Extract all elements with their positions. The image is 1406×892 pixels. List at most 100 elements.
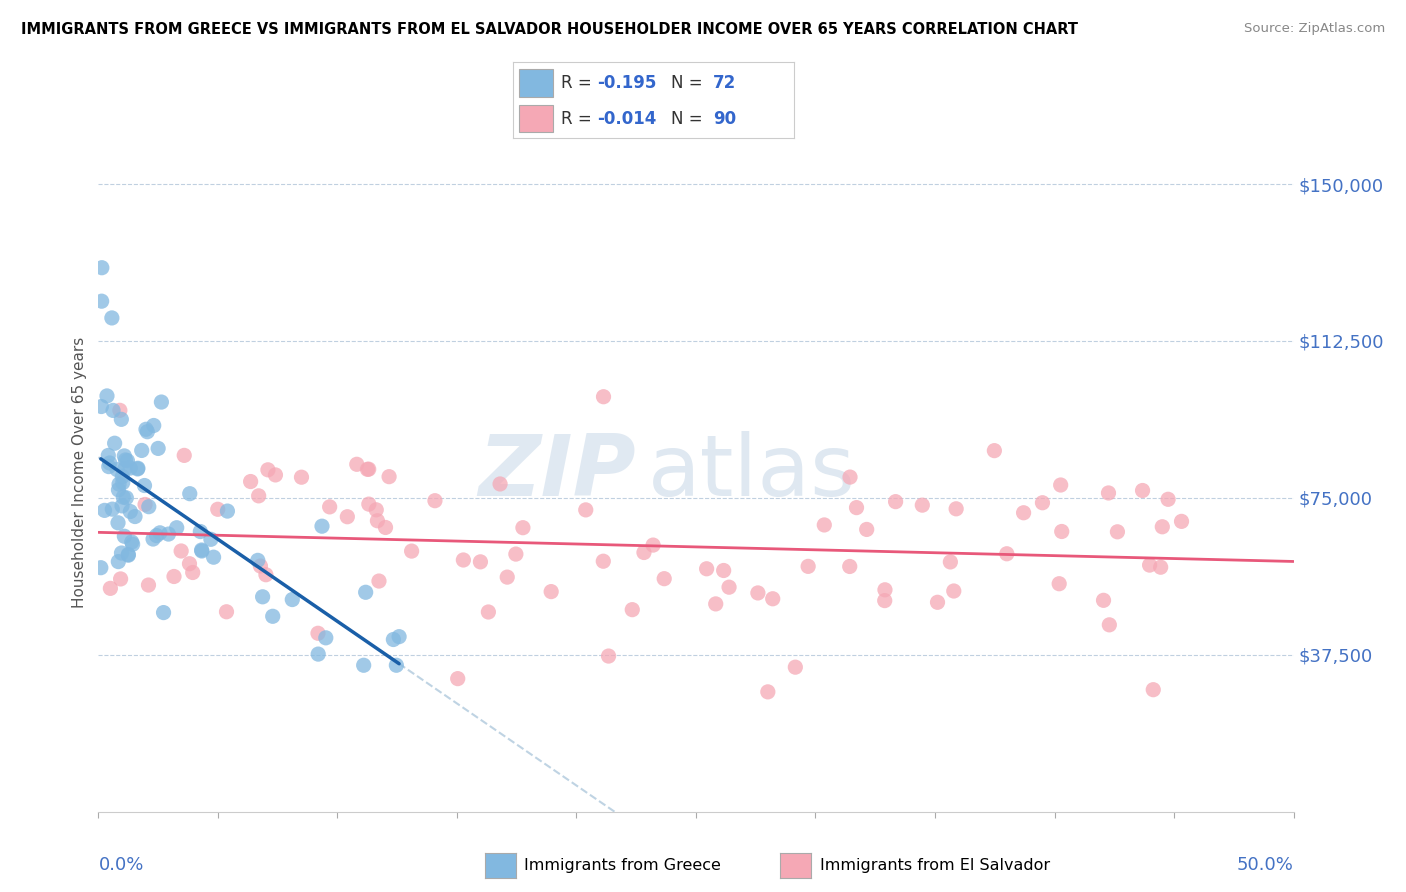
Point: [1049, 478, 1071, 492]
Point: [112, 490, 135, 504]
Point: [813, 518, 835, 533]
Point: [855, 523, 877, 537]
Point: [202, 550, 225, 565]
Text: ZIP: ZIP: [478, 431, 637, 515]
Point: [111, 469, 134, 483]
Point: [785, 660, 807, 674]
Point: [945, 501, 967, 516]
Point: [489, 477, 512, 491]
Point: [134, 478, 156, 492]
Point: [643, 538, 665, 552]
Point: [995, 547, 1018, 561]
Point: [97, 449, 120, 463]
Y-axis label: Householder Income Over 65 years: Householder Income Over 65 years: [72, 337, 87, 608]
Point: [215, 605, 238, 619]
Point: [97, 459, 120, 474]
Point: [152, 606, 174, 620]
Point: [366, 514, 388, 528]
Point: [163, 569, 186, 583]
Point: [942, 584, 965, 599]
Point: [114, 453, 136, 467]
Point: [121, 535, 143, 549]
Point: [90, 400, 112, 414]
Point: [1031, 496, 1053, 510]
Point: [107, 516, 129, 530]
Point: [884, 494, 907, 508]
Point: [512, 521, 534, 535]
Text: 50.0%: 50.0%: [1237, 855, 1294, 874]
Point: [540, 584, 562, 599]
Point: [1132, 483, 1154, 498]
Point: [150, 395, 173, 409]
Point: [112, 449, 135, 463]
Point: [142, 418, 165, 433]
Point: [217, 504, 239, 518]
FancyBboxPatch shape: [519, 70, 553, 96]
Point: [401, 544, 423, 558]
Point: [845, 500, 868, 515]
Point: [747, 586, 769, 600]
Point: [318, 500, 340, 514]
Point: [170, 544, 193, 558]
Point: [633, 545, 655, 559]
Point: [117, 548, 139, 562]
Point: [592, 554, 614, 568]
Point: [110, 572, 132, 586]
Point: [307, 647, 329, 661]
Point: [797, 559, 820, 574]
Point: [696, 562, 718, 576]
Point: [134, 498, 156, 512]
Point: [173, 449, 195, 463]
Point: [1097, 486, 1119, 500]
Point: [145, 528, 167, 542]
Text: Immigrants from El Salvador: Immigrants from El Salvador: [820, 858, 1050, 872]
Point: [983, 443, 1005, 458]
Point: [105, 462, 128, 476]
Point: [127, 461, 149, 475]
Point: [146, 442, 169, 456]
Point: [96, 389, 118, 403]
Point: [157, 527, 180, 541]
Point: [127, 462, 149, 476]
Point: [149, 525, 172, 540]
Text: 72: 72: [713, 74, 737, 92]
Point: [1050, 524, 1073, 539]
Point: [382, 632, 405, 647]
Point: [131, 443, 153, 458]
Point: [112, 529, 135, 543]
Point: [90, 294, 112, 309]
Point: [366, 503, 388, 517]
Text: R =: R =: [561, 110, 598, 128]
Point: [111, 475, 134, 490]
Point: [281, 592, 304, 607]
Point: [101, 310, 124, 325]
Point: [121, 537, 143, 551]
Point: [120, 504, 142, 518]
Point: [453, 553, 475, 567]
Text: N =: N =: [671, 74, 707, 92]
Text: -0.195: -0.195: [598, 74, 657, 92]
Point: [388, 630, 411, 644]
Point: [385, 658, 408, 673]
Point: [115, 491, 138, 505]
Point: [353, 658, 375, 673]
Point: [704, 597, 727, 611]
Point: [104, 436, 127, 450]
Point: [107, 555, 129, 569]
Point: [307, 626, 329, 640]
Text: atlas: atlas: [648, 431, 856, 515]
Point: [110, 546, 132, 560]
Point: [247, 489, 270, 503]
Point: [505, 547, 527, 561]
Point: [939, 555, 962, 569]
Point: [423, 493, 446, 508]
Point: [138, 578, 160, 592]
Point: [756, 685, 779, 699]
Point: [90, 260, 112, 275]
Text: Immigrants from Greece: Immigrants from Greece: [524, 858, 721, 872]
Point: [839, 470, 862, 484]
Point: [1012, 506, 1035, 520]
Point: [346, 458, 368, 472]
Point: [111, 499, 134, 513]
Point: [1152, 520, 1174, 534]
